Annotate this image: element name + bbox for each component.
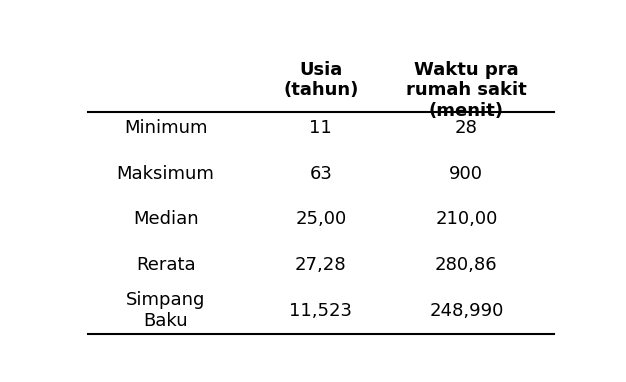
Text: Maksimum: Maksimum xyxy=(116,165,215,183)
Text: Minimum: Minimum xyxy=(124,119,207,137)
Text: Simpang
Baku: Simpang Baku xyxy=(126,291,205,330)
Text: 210,00: 210,00 xyxy=(435,210,498,228)
Text: 27,28: 27,28 xyxy=(295,256,347,274)
Text: 11: 11 xyxy=(309,119,332,137)
Text: 25,00: 25,00 xyxy=(295,210,346,228)
Text: Usia
(tahun): Usia (tahun) xyxy=(283,60,359,99)
Text: 63: 63 xyxy=(309,165,332,183)
Text: Median: Median xyxy=(133,210,198,228)
Text: Waktu pra
rumah sakit
(menit): Waktu pra rumah sakit (menit) xyxy=(406,60,526,120)
Text: Rerata: Rerata xyxy=(136,256,195,274)
Text: 900: 900 xyxy=(449,165,483,183)
Text: 28: 28 xyxy=(455,119,478,137)
Text: 11,523: 11,523 xyxy=(289,301,352,320)
Text: 248,990: 248,990 xyxy=(429,301,503,320)
Text: 280,86: 280,86 xyxy=(435,256,498,274)
